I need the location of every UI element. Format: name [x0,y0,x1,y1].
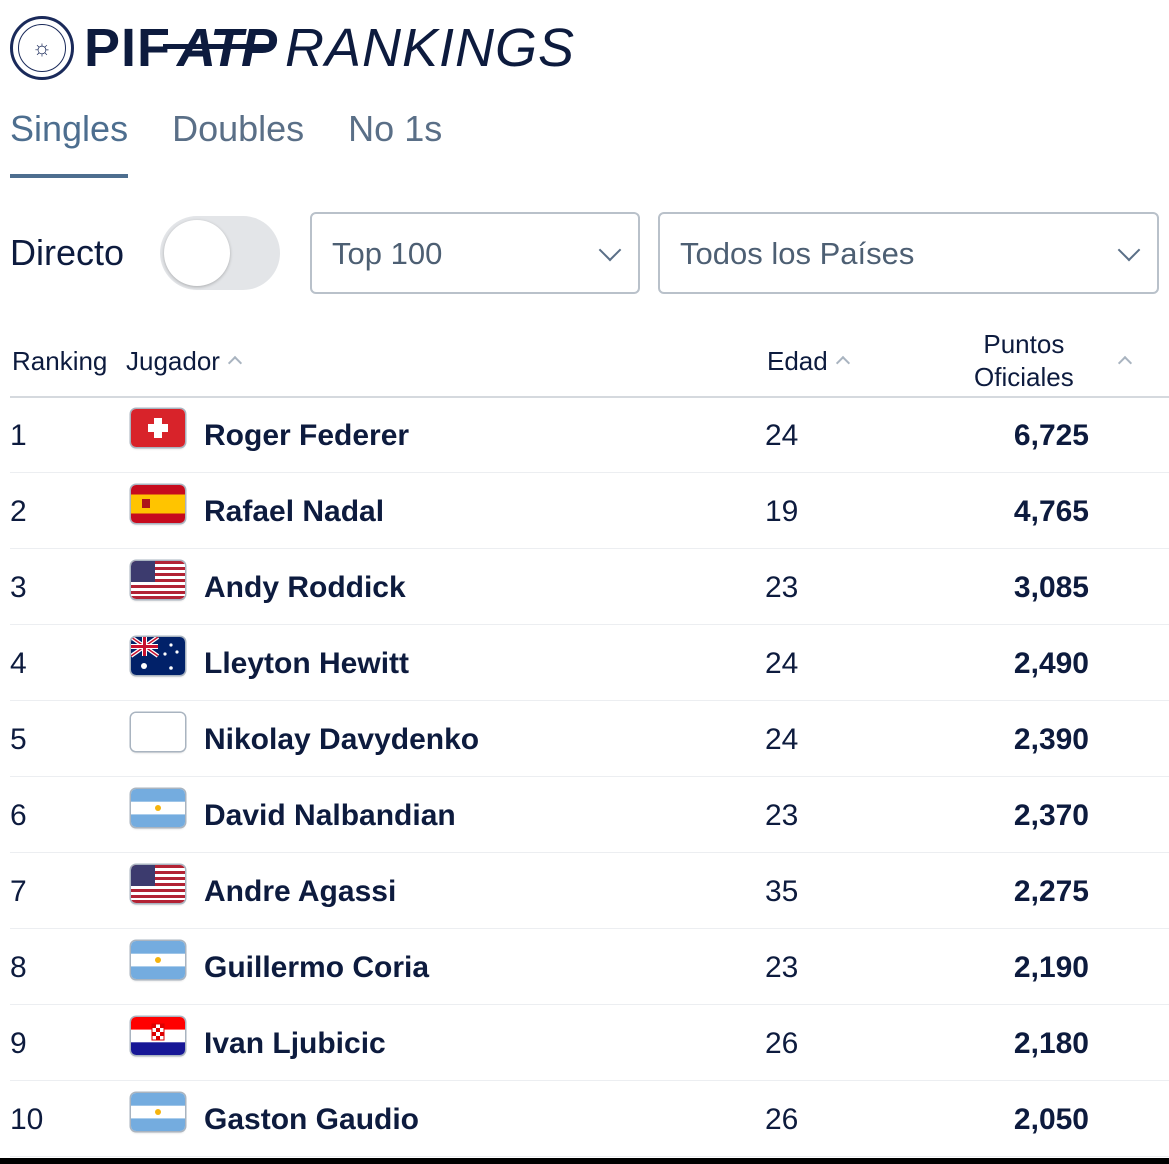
points-cell: 2,390 [1013,723,1089,756]
age-cell: 24 [765,419,799,452]
points-cell: 3,085 [1013,571,1089,604]
points-cell: 2,490 [1013,647,1089,680]
age-cell: 23 [765,799,799,832]
player-name[interactable]: Rafael Nadal [204,495,385,528]
filters-bar: Directo Top 100 Todos los Países [10,212,1160,298]
brand-pif: PIF [84,18,172,78]
spain-flag-icon [131,485,185,523]
points-cell: 4,765 [1013,495,1089,528]
age-cell: 19 [765,495,799,528]
table-row[interactable]: 7 Andre Agassi 35 2,275 [10,853,1169,929]
live-toggle[interactable] [160,216,280,290]
bottom-edge [0,1158,1169,1164]
player-name[interactable]: Andy Roddick [204,571,406,604]
points-cell: 2,190 [1013,951,1089,984]
points-cell: 2,180 [1013,1027,1089,1060]
brand-logo[interactable]: ☼ PIF ATP RANKINGS [10,16,575,80]
table-row[interactable]: 6 David Nalbandian 23 2,370 [10,777,1169,853]
player-name[interactable]: Guillermo Coria [204,951,430,984]
table-row[interactable]: 1 Roger Federer 24 6,725 [10,397,1169,473]
country-select[interactable]: Todos los Países [658,212,1159,294]
age-cell: 24 [765,723,799,756]
sort-up-icon[interactable] [1117,355,1133,371]
switzerland-flag-icon [131,409,185,447]
age-cell: 26 [765,1103,799,1136]
brand-atp: ATP [163,18,277,78]
player-name[interactable]: Ivan Ljubicic [204,1027,386,1060]
tab-doubles[interactable]: Doubles [172,108,305,149]
tab-no1s[interactable]: No 1s [348,108,443,149]
rank-cell: 6 [10,799,27,832]
rank-cell: 5 [10,723,27,756]
rank-cell: 1 [10,419,27,452]
table-row[interactable]: 8 Guillermo Coria 23 2,190 [10,929,1169,1005]
points-cell: 2,050 [1013,1103,1089,1136]
sort-up-icon [227,355,243,371]
rank-cell: 7 [10,875,27,908]
table-row[interactable]: 3 Andy Roddick 23 3,085 [10,549,1169,625]
usa-flag-icon [131,865,185,903]
table-row[interactable]: 5 Nikolay Davydenko 24 2,390 [10,701,1169,777]
usa-flag-icon [131,561,185,599]
sort-up-icon [835,355,850,371]
header-age[interactable]: Edad [767,346,850,377]
toggle-knob [164,220,230,286]
brand-rankings: RANKINGS [285,18,576,78]
tab-singles[interactable]: Singles [10,108,129,178]
age-cell: 26 [765,1027,799,1060]
brand-wordmark: PIF ATP RANKINGS [84,17,575,79]
header-player[interactable]: Jugador [126,346,243,377]
country-select-value: Todos los Países [680,236,915,271]
table-row[interactable]: 2 Rafael Nadal 19 4,765 [10,473,1169,549]
age-cell: 23 [765,571,799,604]
player-name[interactable]: Andre Agassi [204,875,397,908]
age-cell: 35 [765,875,799,908]
chevron-down-icon [1117,238,1141,262]
argentina-flag-icon [131,789,185,827]
table-row[interactable]: 9 Ivan Ljubicic 26 2,180 [10,1005,1169,1081]
player-name[interactable]: Lleyton Hewitt [204,647,410,680]
chevron-down-icon [598,238,622,262]
argentina-flag-icon [131,1093,185,1131]
rank-cell: 3 [10,571,27,604]
points-cell: 2,275 [1013,875,1089,908]
rank-cell: 9 [10,1027,27,1060]
australia-flag-icon [131,637,185,675]
points-cell: 2,370 [1013,799,1089,832]
range-select[interactable]: Top 100 [310,212,640,294]
argentina-flag-icon [131,941,185,979]
age-cell: 23 [765,951,799,984]
table-row[interactable]: 10 Gaston Gaudio 26 2,050 [10,1081,1169,1157]
rank-cell: 10 [10,1103,44,1136]
table-header: Ranking Jugador Edad Puntos Oficiales [10,322,1169,398]
blank-flag-icon [131,713,185,751]
live-label: Directo [10,232,125,273]
age-cell: 24 [765,647,799,680]
player-name[interactable]: David Nalbandian [204,799,456,832]
points-cell: 6,725 [1013,419,1089,452]
table-row[interactable]: 4 Lleyton Hewitt 24 2,490 [10,625,1169,701]
croatia-flag-icon [131,1017,185,1055]
player-name[interactable]: Nikolay Davydenko [204,723,480,756]
rankings-tabs: Singles Doubles No 1s [10,108,486,178]
header-points[interactable]: Puntos Oficiales [974,329,1074,392]
rank-cell: 2 [10,495,27,528]
rank-cell: 8 [10,951,27,984]
range-select-value: Top 100 [332,236,443,271]
palm-swords-emblem-icon: ☼ [10,16,74,80]
player-name[interactable]: Roger Federer [204,419,410,452]
rank-cell: 4 [10,647,27,680]
header-ranking[interactable]: Ranking [12,346,108,376]
player-name[interactable]: Gaston Gaudio [204,1103,420,1136]
rankings-table: 1 Roger Federer 24 6,725 2 Rafael Nadal … [10,397,1169,1157]
